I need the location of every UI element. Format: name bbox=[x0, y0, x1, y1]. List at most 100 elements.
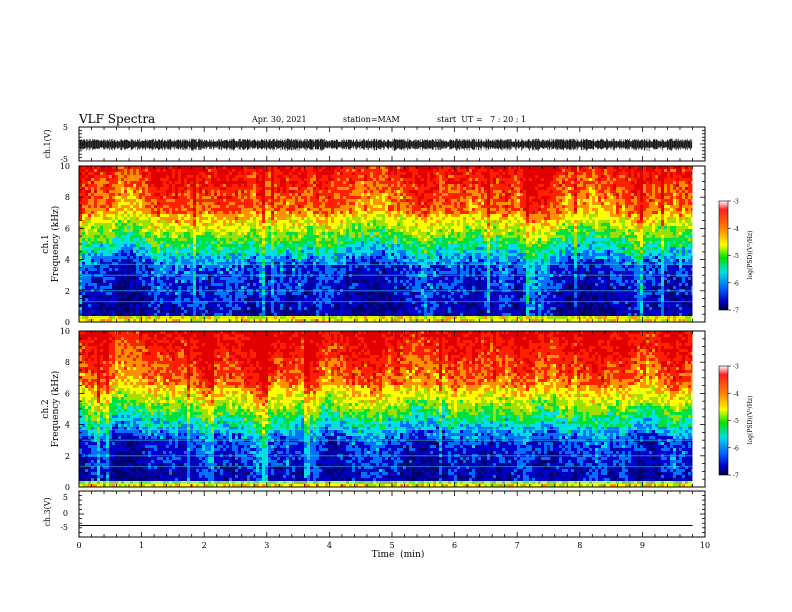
spectrogram-cell bbox=[307, 307, 310, 310]
spectrogram-cell bbox=[211, 190, 214, 193]
spectrogram-cell bbox=[169, 238, 172, 241]
spectrogram-cell bbox=[157, 253, 160, 256]
spectrogram-cell bbox=[280, 256, 283, 259]
spectrogram-cell bbox=[277, 172, 280, 175]
spectrogram-cell bbox=[268, 295, 271, 298]
spectrogram-cell bbox=[235, 184, 238, 187]
spectrogram-cell bbox=[121, 238, 124, 241]
spectrogram-cell bbox=[241, 319, 244, 322]
spectrogram-cell bbox=[328, 259, 331, 262]
spectrogram-cell bbox=[220, 268, 223, 271]
spectrogram-cell bbox=[202, 271, 205, 274]
spectrogram-cell bbox=[79, 271, 82, 274]
spectrogram-cell bbox=[295, 169, 298, 172]
spectrogram-cell bbox=[148, 217, 151, 220]
spectrogram-cell bbox=[193, 247, 196, 250]
spectrogram-cell bbox=[298, 226, 301, 229]
spectrogram-cell bbox=[172, 244, 175, 247]
spectrogram-cell bbox=[190, 253, 193, 256]
spectrogram-cell bbox=[319, 250, 322, 253]
spectrogram-cell bbox=[178, 298, 181, 301]
spectrogram-cell bbox=[112, 175, 115, 178]
spectrogram-cell bbox=[172, 193, 175, 196]
spectrogram-cell bbox=[127, 214, 130, 217]
spectrogram-cell bbox=[352, 175, 355, 178]
spectrogram-cell bbox=[220, 208, 223, 211]
spectrogram-cell bbox=[124, 280, 127, 283]
spectrogram-cell bbox=[154, 229, 157, 232]
spectrogram-cell bbox=[121, 193, 124, 196]
spectrogram-cell bbox=[136, 292, 139, 295]
spectrogram-cell bbox=[268, 319, 271, 322]
spectrogram-cell bbox=[133, 196, 136, 199]
spectrogram-cell bbox=[298, 199, 301, 202]
spectrogram-cell bbox=[289, 214, 292, 217]
spectrogram-cell bbox=[169, 217, 172, 220]
spectrogram-cell bbox=[160, 208, 163, 211]
spectrogram-cell bbox=[244, 166, 247, 169]
spectrogram-cell bbox=[187, 205, 190, 208]
spectrogram-cell bbox=[298, 298, 301, 301]
spectrogram-cell bbox=[190, 211, 193, 214]
spectrogram-cell bbox=[325, 199, 328, 202]
spectrogram-cell bbox=[286, 244, 289, 247]
spectrogram-cell bbox=[238, 217, 241, 220]
spectrogram-cell bbox=[151, 283, 154, 286]
spectrogram-cell bbox=[220, 190, 223, 193]
spectrogram-cell bbox=[166, 265, 169, 268]
spectrogram-cell bbox=[289, 298, 292, 301]
spectrogram-cell bbox=[109, 190, 112, 193]
spectrogram-cell bbox=[241, 181, 244, 184]
spectrogram-cell bbox=[205, 172, 208, 175]
spectrogram-cell bbox=[253, 190, 256, 193]
spectrogram-cell bbox=[196, 232, 199, 235]
spectrogram-cell bbox=[286, 319, 289, 322]
spectrogram-cell bbox=[136, 214, 139, 217]
spectrogram-cell bbox=[229, 235, 232, 238]
spectrogram-cell bbox=[223, 241, 226, 244]
spectrogram-cell bbox=[205, 211, 208, 214]
spectrogram-cell bbox=[226, 271, 229, 274]
spectrogram-cell bbox=[100, 235, 103, 238]
spectrogram-cell bbox=[220, 280, 223, 283]
spectrogram-cell bbox=[211, 217, 214, 220]
spectrogram-cell bbox=[166, 196, 169, 199]
spectrogram-cell bbox=[88, 253, 91, 256]
spectrogram-cell bbox=[88, 229, 91, 232]
spectrogram-cell bbox=[97, 226, 100, 229]
spectrogram-cell bbox=[310, 241, 313, 244]
spectrogram-cell bbox=[301, 181, 304, 184]
spectrogram-cell bbox=[322, 277, 325, 280]
spectrogram-cell bbox=[244, 190, 247, 193]
spectrogram-cell bbox=[247, 280, 250, 283]
spectrogram-cell bbox=[145, 235, 148, 238]
spectrogram-cell bbox=[184, 265, 187, 268]
spectrogram-cell bbox=[340, 268, 343, 271]
spectrogram-cell bbox=[115, 187, 118, 190]
spectrogram-cell bbox=[196, 262, 199, 265]
spectrogram-cell bbox=[178, 217, 181, 220]
spectrogram-cell bbox=[151, 301, 154, 304]
spectrogram-cell bbox=[196, 253, 199, 256]
spectrogram-cell bbox=[295, 301, 298, 304]
spectrogram-cell bbox=[301, 169, 304, 172]
spectrogram-cell bbox=[268, 199, 271, 202]
spectrogram-cell bbox=[349, 283, 352, 286]
spectrogram-cell bbox=[343, 253, 346, 256]
spectrogram-cell bbox=[223, 298, 226, 301]
spectrogram-cell bbox=[244, 181, 247, 184]
spectrogram-cell bbox=[100, 205, 103, 208]
spectrogram-cell bbox=[229, 220, 232, 223]
spectrogram-cell bbox=[175, 172, 178, 175]
spectrogram-cell bbox=[160, 166, 163, 169]
spectrogram-cell bbox=[334, 304, 337, 307]
spectrogram-cell bbox=[325, 214, 328, 217]
spectrogram-cell bbox=[244, 310, 247, 313]
spectrogram-cell bbox=[277, 253, 280, 256]
spectrogram-cell bbox=[127, 277, 130, 280]
spectrogram-cell bbox=[151, 184, 154, 187]
spectrogram-cell bbox=[175, 181, 178, 184]
spectrogram-cell bbox=[283, 166, 286, 169]
spectrogram-cell bbox=[229, 271, 232, 274]
spectrogram-cell bbox=[325, 295, 328, 298]
